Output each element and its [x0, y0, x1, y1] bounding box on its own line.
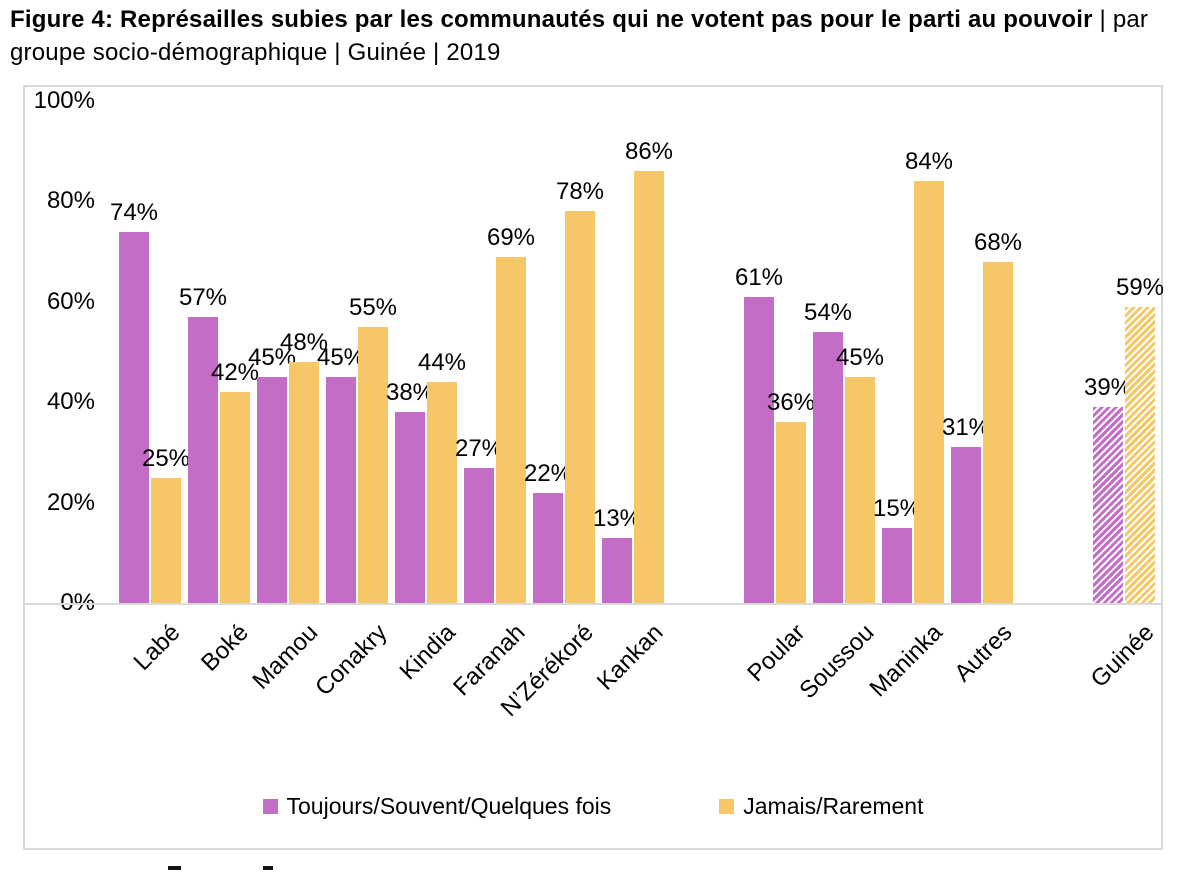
category-cell: 57% 42% Boké [179, 87, 259, 677]
value-label: 61% [734, 263, 784, 291]
bar-jamais: 78% [556, 178, 604, 603]
y-tick-label: 0% [60, 589, 95, 616]
value-label: 69% [486, 223, 536, 251]
bar-toujours: 54% [804, 299, 852, 603]
legend-swatch-toujours [262, 799, 278, 814]
y-tick-label: 80% [46, 187, 95, 215]
bar-toujours: 13% [593, 505, 641, 603]
bar-jamais: 69% [487, 224, 535, 603]
clipped-text-mark [263, 866, 273, 870]
value-label: 48% [279, 329, 329, 356]
clipped-text-mark [168, 866, 181, 870]
value-label: 74% [109, 198, 159, 226]
value-label: 57% [178, 283, 228, 311]
bar-toujours: 45% [248, 344, 296, 603]
value-label: 86% [624, 138, 674, 166]
figure-title-bold: Figure 4: Représailles subies par les co… [10, 6, 1093, 33]
bar-toujours: 27% [455, 435, 503, 603]
value-label: 45% [835, 344, 885, 372]
figure-title-subtitle: | par groupe socio-démographique | Guiné… [10, 6, 1149, 66]
bar-jamais: 84% [905, 148, 953, 603]
value-label: 59% [1115, 273, 1165, 301]
value-label: 44% [417, 349, 467, 377]
category-cell: 45% 55% Conakry [310, 87, 397, 701]
value-label: 13% [592, 504, 642, 532]
value-label: 25% [141, 444, 191, 472]
value-label: 36% [766, 389, 816, 417]
y-tick-label: 100% [33, 87, 95, 115]
value-label: 84% [904, 148, 954, 176]
bar-jamais: 45% [836, 344, 884, 603]
bar-group-national: 39% 59% Guinée [1084, 87, 1164, 693]
value-label: 54% [803, 298, 853, 326]
bar-jamais: 36% [767, 389, 815, 603]
legend-swatch-jamais [719, 799, 735, 814]
value-label: 45% [247, 344, 297, 372]
bar-jamais: 42% [211, 359, 259, 603]
value-label: 27% [454, 434, 504, 462]
bar-toujours: 15% [873, 495, 921, 603]
bar-toujours: 74% [110, 199, 158, 603]
category-cell: 39% 59% Guinée [1084, 87, 1164, 693]
category-cell: 27% 69% Faranah [448, 87, 535, 702]
value-label: 39% [1083, 374, 1133, 402]
bar-toujours: 45% [317, 344, 365, 603]
bar-toujours: 61% [735, 264, 783, 603]
x-axis-baseline [25, 603, 1161, 605]
y-tick-label: 60% [46, 287, 95, 315]
chart-frame: 0% 20% 40% 60% 80% 100% 74% 25% Labé 57% 42% Boké 4… [23, 85, 1164, 850]
bar-jamais: 25% [142, 445, 190, 603]
bar-jamais: 59% [1116, 274, 1164, 603]
bar-jamais: 68% [974, 229, 1022, 603]
legend-item-jamais: Jamais/Rarement [719, 793, 924, 820]
legend-label: Jamais/Rarement [743, 793, 924, 819]
category-cell: 74% 25% Labé [110, 87, 190, 676]
bar-toujours: 22% [524, 460, 572, 603]
category-cell: 45% 48% Mamou [247, 87, 328, 695]
category-cell: 22% 78% N’Zérékoré [496, 87, 604, 722]
y-axis: 0% 20% 40% 60% 80% 100% [25, 87, 1161, 848]
bar-jamais: 48% [280, 329, 328, 603]
legend: Toujours/Souvent/Quelques fois Jamais/Rar… [25, 793, 1161, 820]
value-label: 45% [316, 344, 366, 372]
y-tick-label: 40% [46, 388, 95, 416]
value-label: 68% [973, 228, 1023, 256]
category-cell: 13% 86% Kankan [591, 87, 673, 695]
category-cell: 31% 68% Autres [942, 87, 1022, 688]
category-cell: 61% 36% Poular [735, 87, 815, 687]
bar-jamais: 55% [349, 294, 397, 603]
bars-row: 74% 25% Labé 57% 42% Boké 45% 48% Mamou 45% 55% Con… [110, 87, 1164, 722]
value-label: 22% [523, 459, 573, 487]
value-label: 42% [210, 359, 260, 387]
value-label: 31% [941, 414, 991, 442]
bar-toujours: 39% [1084, 374, 1132, 603]
value-label: 15% [872, 494, 922, 522]
value-label: 55% [348, 293, 398, 321]
bar-toujours: 57% [179, 284, 227, 603]
bar-jamais: 86% [625, 138, 673, 603]
bar-toujours: 38% [386, 379, 434, 603]
legend-label: Toujours/Souvent/Quelques fois [286, 793, 612, 819]
value-label: 78% [555, 178, 605, 206]
bar-group-groupes-ethniques: 61% 36% Poular 54% 45% Soussou 15% 84% Maninka 31… [735, 87, 1022, 704]
bar-group-regions: 74% 25% Labé 57% 42% Boké 45% 48% Mamou 45% 55% Con… [110, 87, 673, 722]
category-cell: 15% 84% Maninka [865, 87, 953, 702]
y-tick-label: 20% [46, 488, 95, 516]
bar-jamais: 44% [418, 349, 466, 603]
value-label: 38% [385, 379, 435, 407]
legend-item-toujours: Toujours/Souvent/Quelques fois [262, 793, 612, 820]
bar-toujours: 31% [942, 414, 990, 603]
category-cell: 54% 45% Soussou [794, 87, 884, 704]
category-cell: 38% 44% Kindia [386, 87, 466, 685]
figure-title: Figure 4: Représailles subies par les co… [10, 3, 1178, 69]
